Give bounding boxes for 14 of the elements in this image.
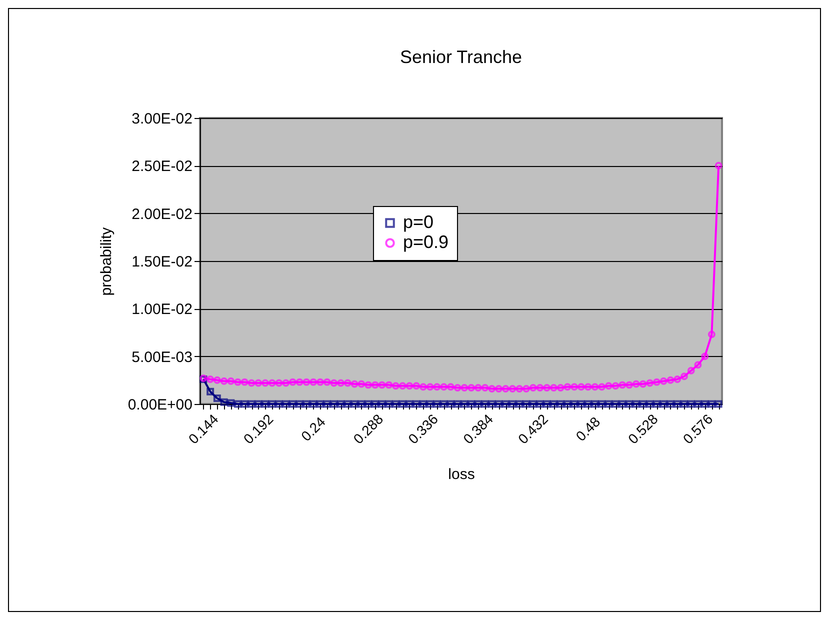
- legend-label: p=0.9: [403, 232, 449, 252]
- y-tick-label: 3.00E-02: [132, 110, 192, 128]
- x-tick-label: 0.48: [572, 413, 604, 444]
- y-tick-label: 5.00E-03: [132, 348, 192, 366]
- legend-label: p=0: [403, 212, 434, 232]
- x-tick-label: 0.24: [298, 413, 329, 444]
- y-tick-label: 2.50E-02: [132, 158, 192, 176]
- x-axis-title: loss: [448, 466, 475, 483]
- chart-title: Senior Tranche: [400, 47, 522, 67]
- y-tick-label: 2.00E-02: [132, 206, 192, 223]
- y-tick-label: 1.00E-02: [132, 301, 192, 318]
- y-tick-label: 0.00E+00: [128, 396, 192, 414]
- y-tick-label: 1.50E-02: [132, 254, 192, 270]
- y-axis-title: probability: [98, 226, 115, 296]
